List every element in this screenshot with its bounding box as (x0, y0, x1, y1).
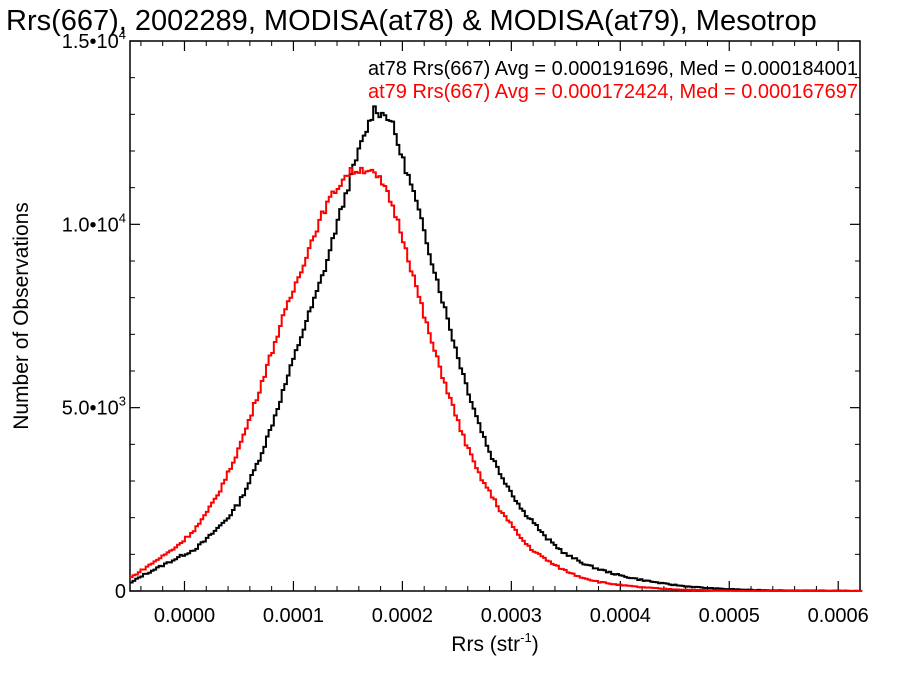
x-tick-label: 0.0000 (154, 605, 215, 627)
x-tick-label: 0.0006 (808, 605, 869, 627)
x-tick-label: 0.0005 (699, 605, 760, 627)
x-tick-label: 0.0003 (481, 605, 542, 627)
y-tick-label: 0 (115, 581, 126, 603)
y-tick-exponent: 4 (119, 210, 126, 225)
y-tick-label: 1.5•104 (62, 27, 126, 53)
series-line-at79 (130, 166, 863, 592)
chart-title: Rrs(667), 2002289, MODISA(at78) & MODISA… (6, 5, 817, 37)
x-axis-label: Rrs (str-1) (451, 630, 538, 656)
legend-entry-at79: at79 Rrs(667) Avg = 0.000172424, Med = 0… (368, 81, 858, 103)
x-axis-ticks: 0.0000 0.0001 0.0002 0.0003 0.0004 0.0005 0.00… (140, 41, 869, 627)
x-tick-label: 0.0004 (590, 605, 651, 627)
y-tick-mantissa: 1.0•10 (62, 214, 119, 236)
legend-entry-at78: at78 Rrs(667) Avg = 0.000191696, Med = 0… (368, 58, 858, 80)
series-line-at78 (130, 105, 863, 592)
x-axis-label-main: Rrs (str (451, 633, 520, 656)
y-tick-exponent: 4 (119, 27, 126, 42)
y-tick-label: 5.0•103 (62, 394, 126, 420)
series-layer (130, 105, 863, 592)
y-tick-label: 1.0•104 (62, 210, 126, 236)
x-tick-label: 0.0001 (263, 605, 324, 627)
x-axis-label-close: ) (532, 633, 539, 656)
plot-frame (129, 40, 861, 592)
x-axis-label-sup: -1 (520, 630, 532, 645)
y-tick-mantissa: 1.5•10 (62, 31, 119, 53)
y-tick-exponent: 3 (119, 394, 126, 409)
y-axis-label: Number of Observations (10, 202, 33, 430)
y-tick-mantissa: 5.0•10 (62, 398, 119, 420)
y-tick-mantissa: 0 (115, 581, 126, 603)
x-tick-label: 0.0002 (372, 605, 433, 627)
